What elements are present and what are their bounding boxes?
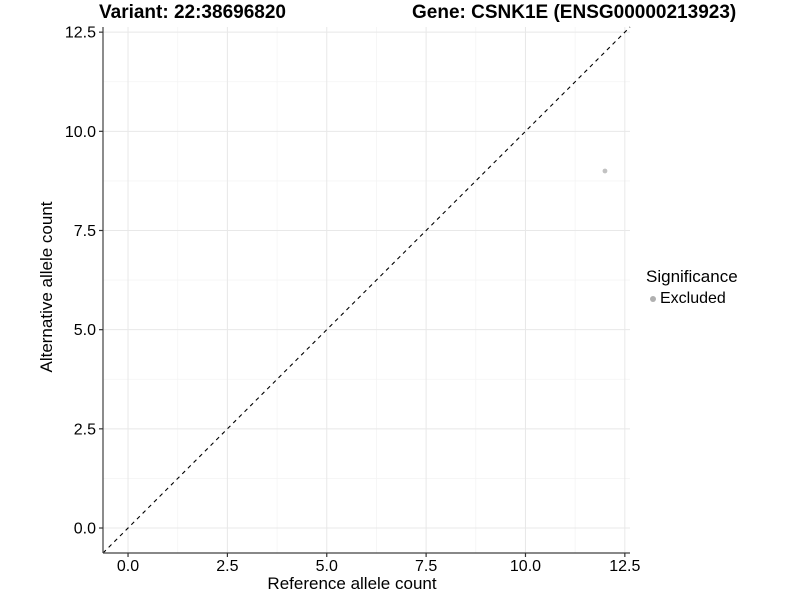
y-tick-label: 5.0 (74, 322, 96, 339)
identity-line (102, 26, 631, 554)
x-tick-label: 0.0 (117, 558, 139, 575)
data-point (602, 168, 608, 174)
y-tick-label: 0.0 (74, 521, 96, 538)
y-tick-label: 12.5 (65, 25, 96, 42)
y-tick-label: 2.5 (74, 421, 96, 438)
x-axis-title: Reference allele count (267, 574, 437, 593)
y-tick-label: 10.0 (65, 124, 96, 141)
y-tick-label: 7.5 (74, 223, 96, 240)
variant-title: Variant: 22:38696820 (99, 2, 286, 23)
x-tick-label: 12.5 (609, 558, 640, 575)
legend-item-label: Excluded (660, 290, 726, 307)
legend-point-icon (650, 296, 656, 302)
x-tick-label: 5.0 (316, 558, 338, 575)
x-tick-label: 2.5 (216, 558, 238, 575)
legend-item-excluded: Excluded (646, 290, 738, 308)
x-tick-label: 10.0 (510, 558, 541, 575)
x-tick-label: 7.5 (415, 558, 437, 575)
gene-title: Gene: CSNK1E (ENSG00000213923) (412, 2, 737, 23)
legend-title: Significance (646, 267, 738, 286)
legend: Significance Excluded (646, 267, 738, 308)
